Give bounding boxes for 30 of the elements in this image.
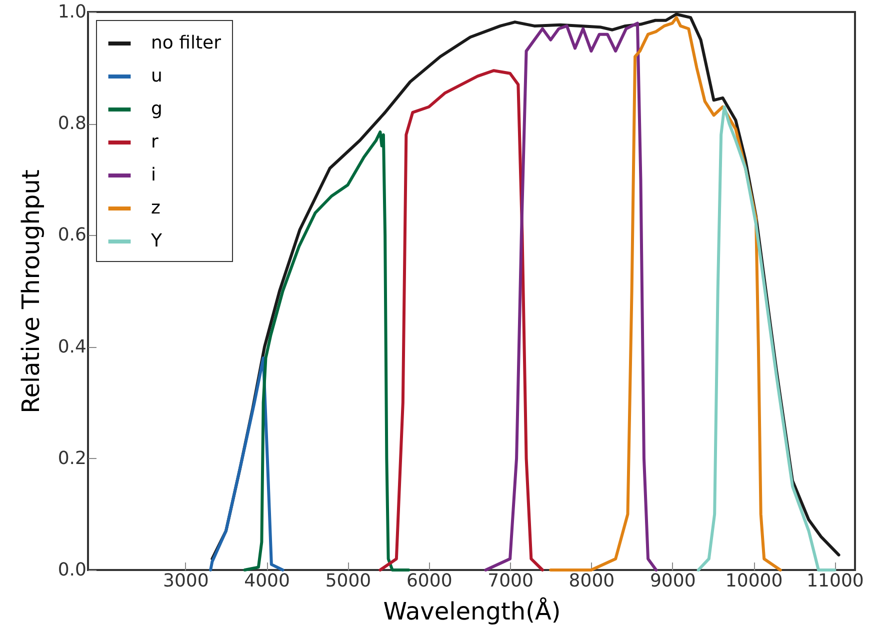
x-tick-label: 9000 bbox=[650, 570, 696, 592]
legend-label: Y bbox=[150, 230, 163, 252]
legend-label: z bbox=[151, 198, 160, 218]
legend-label: g bbox=[151, 98, 162, 120]
legend-label: r bbox=[151, 132, 159, 152]
x-axis-title: Wavelength(Å) bbox=[383, 596, 561, 626]
line-series bbox=[378, 69, 544, 572]
x-tick-label: 3000 bbox=[162, 570, 209, 592]
y-tick-label: 1.0 bbox=[58, 2, 86, 22]
legend-label: i bbox=[151, 164, 156, 186]
y-tick-label: 0.0 bbox=[58, 560, 86, 580]
line-series bbox=[549, 16, 782, 572]
line-series bbox=[696, 105, 836, 572]
x-tick-label: 11000 bbox=[806, 570, 864, 592]
x-tick-label: 10000 bbox=[725, 570, 783, 592]
line-series bbox=[243, 130, 410, 572]
y-tick-label: 0.2 bbox=[58, 448, 86, 469]
x-tick-label: 8000 bbox=[568, 570, 615, 592]
y-tick-label: 0.4 bbox=[58, 336, 86, 358]
x-tick-label: 5000 bbox=[325, 570, 372, 592]
y-tick-label: 0.8 bbox=[58, 113, 86, 134]
y-tick-label: 0.6 bbox=[58, 224, 86, 246]
x-tick-label: 7000 bbox=[488, 570, 534, 592]
x-tick-label: 4000 bbox=[244, 570, 290, 592]
legend-label: no filter bbox=[151, 32, 222, 54]
line-series bbox=[484, 22, 658, 572]
y-axis-title: Relative Throughput bbox=[16, 170, 45, 414]
x-tick-label: 6000 bbox=[406, 570, 452, 592]
line-series bbox=[209, 356, 284, 572]
legend-label: u bbox=[151, 66, 162, 86]
